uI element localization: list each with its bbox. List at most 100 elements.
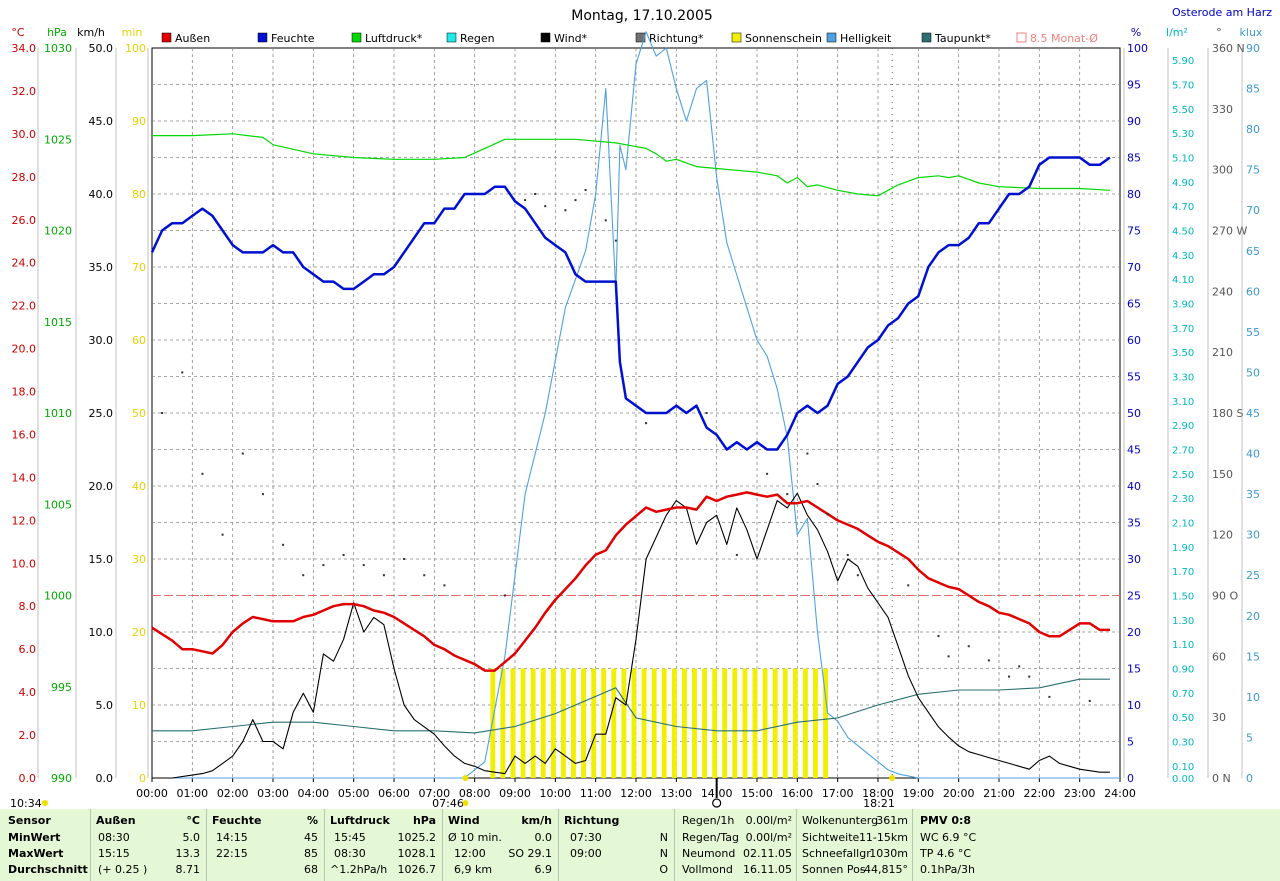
direction-point <box>826 513 829 516</box>
direction-point <box>534 193 537 195</box>
stats-windchill: WC 6.9 °C <box>920 831 977 844</box>
direction-point <box>806 452 809 455</box>
x-axis-tick: 05:00 <box>338 787 370 800</box>
direction-point <box>181 371 184 374</box>
stats-regen-1h-label: Regen/1h <box>682 814 735 827</box>
stats-aussen-max-value: 13.3 <box>175 847 201 860</box>
direction-axis-tick: 60 <box>1212 650 1226 663</box>
wind-axis-tick: 15.0 <box>89 553 114 566</box>
axis-unit-labels: °C hPa km/h min% l/m² ° klux <box>11 26 1263 39</box>
stats-pmv-column: PMV 0:8 WC 6.9 °C TP 4.6 °C 0.1hPa/3h <box>912 809 1280 881</box>
rain-axis-tick: 4.10 <box>1172 275 1194 286</box>
time-markers: 10:34 07:46 18:21 <box>10 48 896 809</box>
humidity-axis-tick: 80 <box>1127 188 1141 201</box>
x-axis-tick: 18:00 <box>862 787 894 800</box>
temp-axis-tick: 22.0 <box>12 300 37 313</box>
temp-axis-tick: 14.0 <box>12 471 37 484</box>
stats-wind-run: 6,9 km <box>454 863 493 876</box>
stats-feuchte-header: Feuchte <box>212 814 262 827</box>
temp-axis-tick: 8.0 <box>19 600 37 613</box>
direction-point <box>322 564 325 567</box>
rain-axis-tick: 0.00 <box>1172 774 1194 785</box>
stats-luftdruck-avg-value: 1026.7 <box>397 863 437 876</box>
stats-wolken-label: Wolkenunterg <box>802 814 879 827</box>
stats-wind-unit: km/h <box>521 814 552 827</box>
stats-aussen-avg-value: 8.71 <box>175 863 201 876</box>
direction-axis-tick: 240 <box>1212 285 1233 298</box>
plot-grid <box>151 47 1121 779</box>
legend-label-6: Sonnenschein <box>745 32 822 45</box>
x-axis-tick: 06:00 <box>378 787 410 800</box>
lux-axis-tick: 0 <box>1246 772 1253 785</box>
direction-point <box>645 422 648 425</box>
humidity-axis-tick: 0 <box>1127 772 1134 785</box>
temp-axis-tick: 34.0 <box>12 42 37 55</box>
x-axis-tick: 19:00 <box>902 787 934 800</box>
direction-point <box>544 205 547 208</box>
wind-axis-tick: 40.0 <box>89 188 114 201</box>
stats-wind-column: Wind km/h Ø 10 min. 0.0 12:00 SO 29.1 6,… <box>442 809 558 881</box>
legend-swatch-5 <box>635 32 646 43</box>
legend-label-4: Wind* <box>554 32 588 45</box>
stats-feuchte-min-value: 45 <box>304 831 318 844</box>
direction-point <box>342 553 345 556</box>
sunshine-bar <box>782 668 788 778</box>
axis-ticks: 0.0 2.0 4.0 6.0 8.0 10.0 12.0 14.0 16.0 18.0 20.0 2… <box>12 42 1261 800</box>
sun-axis-tick: 40 <box>132 480 146 493</box>
pressure-axis-tick: 1000 <box>44 590 72 603</box>
temp-axis-tick: 12.0 <box>12 514 37 527</box>
direction-point <box>574 199 577 202</box>
sun-axis-tick: 100 <box>125 42 146 55</box>
lux-axis-tick: 75 <box>1246 164 1260 177</box>
legend-swatch-3 <box>446 32 457 43</box>
wind-direction-points <box>161 188 1091 702</box>
left-unit-1: hPa <box>47 26 67 39</box>
wind-axis-tick: 20.0 <box>89 480 114 493</box>
direction-point <box>403 558 406 560</box>
stats-richtung-max-value: N <box>659 847 668 860</box>
sunset-label: 18:21 <box>863 797 895 809</box>
humidity-axis-tick: 35 <box>1127 517 1141 530</box>
stats-neumond-label: Neumond <box>682 847 736 860</box>
legend-label-1: Feuchte <box>271 32 315 45</box>
stats-sicht-value: 11-15km <box>858 831 908 844</box>
sun-axis-tick: 50 <box>132 407 146 420</box>
series-lines <box>150 31 1120 779</box>
sunshine-bar <box>772 668 778 778</box>
sunshine-bar <box>762 668 768 778</box>
sunshine-bar <box>742 668 748 778</box>
legend-swatch-2 <box>351 32 362 43</box>
x-axis-tick: 13:00 <box>660 787 692 800</box>
direction-axis-tick: 90 O <box>1212 590 1238 603</box>
sunset-marker <box>889 775 896 781</box>
stats-vollmond-value: 16.11.05 <box>743 863 792 876</box>
direction-point <box>443 584 446 587</box>
direction-point <box>614 239 617 242</box>
sunshine-bar <box>702 668 707 778</box>
stats-min-label: MinWert <box>8 831 61 844</box>
rain-axis-tick: 0.30 <box>1172 738 1194 749</box>
sunshine-bar <box>651 668 657 778</box>
direction-point <box>846 553 849 556</box>
direction-axis-tick: 210 <box>1212 346 1233 359</box>
legend-label-5: Richtung* <box>649 32 704 45</box>
sunshine-bar <box>540 668 546 778</box>
sunshine-bar <box>722 668 728 778</box>
direction-axis-tick: 330 <box>1212 103 1233 116</box>
direction-point <box>564 209 567 212</box>
stats-luftdruck-max-time: 08:30 <box>334 847 366 860</box>
humidity-axis-tick: 25 <box>1127 590 1141 603</box>
direction-point <box>967 645 970 648</box>
stats-richtung-avg-value: O <box>659 863 668 876</box>
stats-feuchte-max-value: 85 <box>304 847 318 860</box>
statistics-panel: Sensor MinWert MaxWert Durchschnitt Auße… <box>0 809 1280 881</box>
lux-axis-tick: 80 <box>1246 123 1260 136</box>
humidity-axis-tick: 90 <box>1127 115 1141 128</box>
stats-luftdruck-unit: hPa <box>412 814 436 827</box>
direction-point <box>1088 699 1091 702</box>
stats-vollmond-label: Vollmond <box>682 863 733 876</box>
legend-swatch-4 <box>540 32 551 43</box>
rain-axis-tick: 5.10 <box>1172 154 1194 165</box>
temp-axis-tick: 24.0 <box>12 257 37 270</box>
rain-axis-tick: 1.30 <box>1172 616 1194 627</box>
